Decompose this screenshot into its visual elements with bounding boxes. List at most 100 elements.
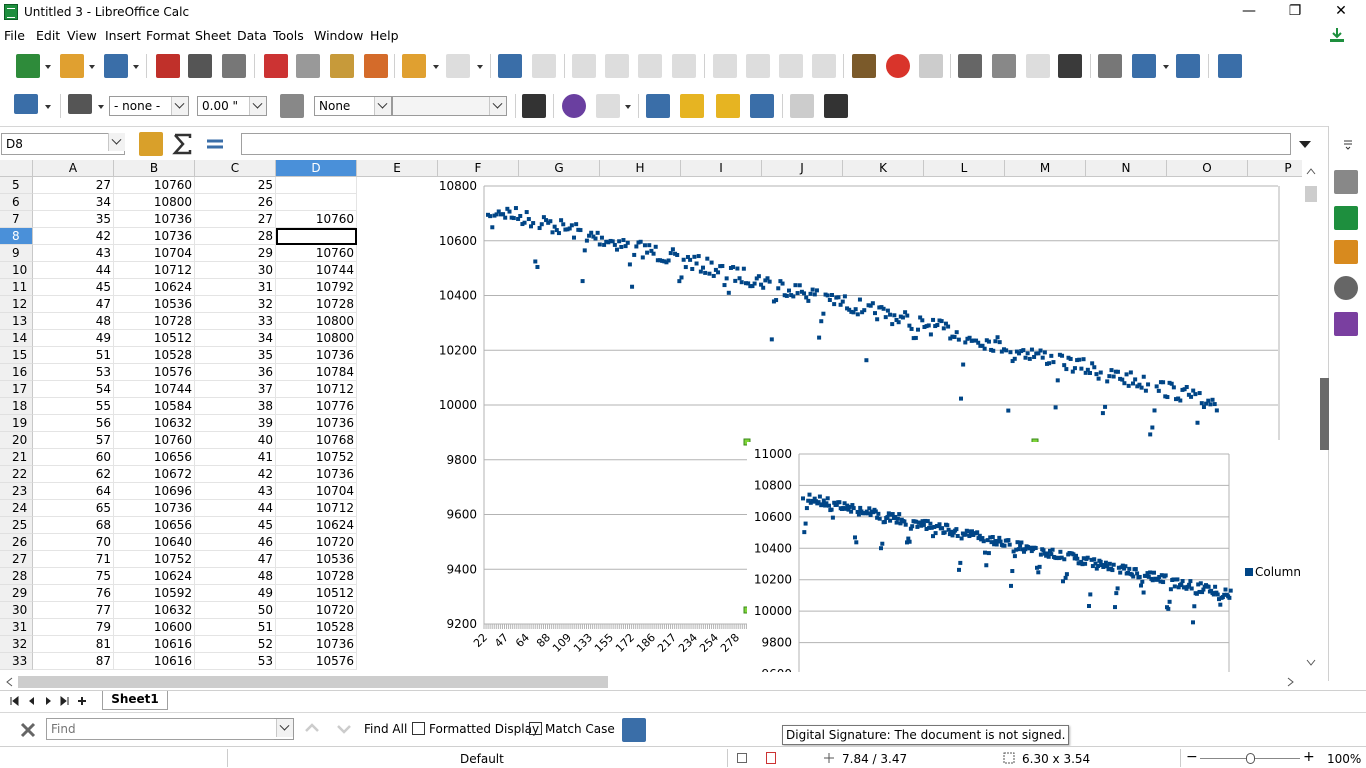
redo-icon[interactable] xyxy=(446,54,470,78)
row-header-29[interactable]: 29 xyxy=(0,585,33,602)
paste-icon[interactable] xyxy=(330,54,354,78)
function-wizard-icon[interactable] xyxy=(139,132,163,156)
open-folder-icon[interactable] xyxy=(60,54,84,78)
sort-ascending-icon[interactable] xyxy=(746,54,770,78)
row-header-21[interactable]: 21 xyxy=(0,449,33,466)
chevron-down-icon[interactable] xyxy=(625,105,631,109)
cell-b11[interactable]: 10624 xyxy=(114,279,195,296)
cell-c13[interactable]: 33 xyxy=(195,313,276,330)
match-case-checkbox[interactable] xyxy=(529,722,542,735)
column-header-g[interactable]: G xyxy=(519,160,600,177)
cell-b18[interactable]: 10584 xyxy=(114,398,195,415)
print-preview-icon[interactable] xyxy=(222,54,246,78)
cell-d27[interactable]: 10536 xyxy=(276,551,357,568)
row-header-16[interactable]: 16 xyxy=(0,364,33,381)
cell-a7[interactable]: 35 xyxy=(33,211,114,228)
gallery-icon[interactable] xyxy=(1334,240,1358,264)
chevron-down-icon[interactable] xyxy=(171,97,188,115)
send-backward-icon[interactable] xyxy=(716,94,740,118)
insert-chart-icon[interactable] xyxy=(886,54,910,78)
cell-c12[interactable]: 32 xyxy=(195,296,276,313)
cell-b19[interactable]: 10632 xyxy=(114,415,195,432)
scroll-left-icon[interactable] xyxy=(4,676,16,688)
cell-b21[interactable]: 10656 xyxy=(114,449,195,466)
column-header-j[interactable]: J xyxy=(762,160,843,177)
cell-d24[interactable]: 10712 xyxy=(276,500,357,517)
properties-icon[interactable] xyxy=(1334,170,1358,194)
cell-a15[interactable]: 51 xyxy=(33,347,114,364)
cell-b32[interactable]: 10616 xyxy=(114,636,195,653)
insert-rows-icon[interactable] xyxy=(638,54,662,78)
cell-b33[interactable]: 10616 xyxy=(114,653,195,670)
cell-b12[interactable]: 10536 xyxy=(114,296,195,313)
menu-sheet[interactable]: Sheet xyxy=(195,28,232,43)
comment-icon[interactable] xyxy=(1026,54,1050,78)
column-header-a[interactable]: A xyxy=(33,160,114,177)
cell-a29[interactable]: 76 xyxy=(33,585,114,602)
cell-d20[interactable]: 10768 xyxy=(276,432,357,449)
cell-c10[interactable]: 30 xyxy=(195,262,276,279)
menu-help[interactable]: Help xyxy=(370,28,399,43)
cell-a24[interactable]: 65 xyxy=(33,500,114,517)
sort-descending-icon[interactable] xyxy=(779,54,803,78)
column-header-b[interactable]: B xyxy=(114,160,195,177)
zoom-in-icon[interactable]: + xyxy=(1303,749,1315,765)
maximize-button[interactable]: ❐ xyxy=(1288,3,1302,19)
menu-insert[interactable]: Insert xyxy=(105,28,141,43)
cell-c19[interactable]: 39 xyxy=(195,415,276,432)
close-findbar-icon[interactable] xyxy=(18,720,38,740)
cell-c9[interactable]: 29 xyxy=(195,245,276,262)
column-header-i[interactable]: I xyxy=(681,160,762,177)
horizontal-scroll-thumb[interactable] xyxy=(18,676,608,688)
cell-a25[interactable]: 68 xyxy=(33,517,114,534)
cell-d29[interactable]: 10512 xyxy=(276,585,357,602)
cell-b13[interactable]: 10728 xyxy=(114,313,195,330)
line-color-icon[interactable] xyxy=(14,94,38,114)
cell-c24[interactable]: 44 xyxy=(195,500,276,517)
cell-c18[interactable]: 38 xyxy=(195,398,276,415)
cell-d15[interactable]: 10736 xyxy=(276,347,357,364)
chevron-down-icon[interactable] xyxy=(374,97,391,115)
cell-b31[interactable]: 10600 xyxy=(114,619,195,636)
find-next-icon[interactable] xyxy=(334,719,354,739)
undo-icon[interactable] xyxy=(402,54,426,78)
chevron-down-icon[interactable] xyxy=(133,65,139,69)
selection-mode-icon[interactable] xyxy=(737,753,747,763)
define-print-area-icon[interactable] xyxy=(1098,54,1122,78)
chevron-down-icon[interactable] xyxy=(276,719,293,737)
cell-c21[interactable]: 41 xyxy=(195,449,276,466)
cell-c14[interactable]: 34 xyxy=(195,330,276,347)
cell-a6[interactable]: 34 xyxy=(33,194,114,211)
cell-a27[interactable]: 71 xyxy=(33,551,114,568)
row-header-5[interactable]: 5 xyxy=(0,177,33,194)
cell-b22[interactable]: 10672 xyxy=(114,466,195,483)
cell-b6[interactable]: 10800 xyxy=(114,194,195,211)
cell-c27[interactable]: 47 xyxy=(195,551,276,568)
row-header-12[interactable]: 12 xyxy=(0,296,33,313)
column-header-m[interactable]: M xyxy=(1005,160,1086,177)
row-header-31[interactable]: 31 xyxy=(0,619,33,636)
menu-format[interactable]: Format xyxy=(146,28,191,43)
find-replace-icon[interactable] xyxy=(498,54,522,78)
menu-data[interactable]: Data xyxy=(237,28,267,43)
cell-b20[interactable]: 10760 xyxy=(114,432,195,449)
cell-c8[interactable]: 28 xyxy=(195,228,276,245)
cell-a5[interactable]: 27 xyxy=(33,177,114,194)
export-pdf-icon[interactable] xyxy=(156,54,180,78)
scroll-down-icon[interactable] xyxy=(1305,656,1317,668)
column-header-l[interactable]: L xyxy=(924,160,1005,177)
cell-b27[interactable]: 10752 xyxy=(114,551,195,568)
cell-c7[interactable]: 27 xyxy=(195,211,276,228)
active-cell-d8[interactable] xyxy=(276,228,357,245)
cell-c33[interactable]: 53 xyxy=(195,653,276,670)
cell-d22[interactable]: 10736 xyxy=(276,466,357,483)
chevron-down-icon[interactable] xyxy=(489,97,506,115)
cell-b23[interactable]: 10696 xyxy=(114,483,195,500)
to-background-icon[interactable] xyxy=(824,94,848,118)
cell-a33[interactable]: 87 xyxy=(33,653,114,670)
row-header-10[interactable]: 10 xyxy=(0,262,33,279)
vertical-scrollbar[interactable] xyxy=(1302,160,1318,672)
bring-to-front-icon[interactable] xyxy=(646,94,670,118)
cell-d7[interactable]: 10760 xyxy=(276,211,357,228)
